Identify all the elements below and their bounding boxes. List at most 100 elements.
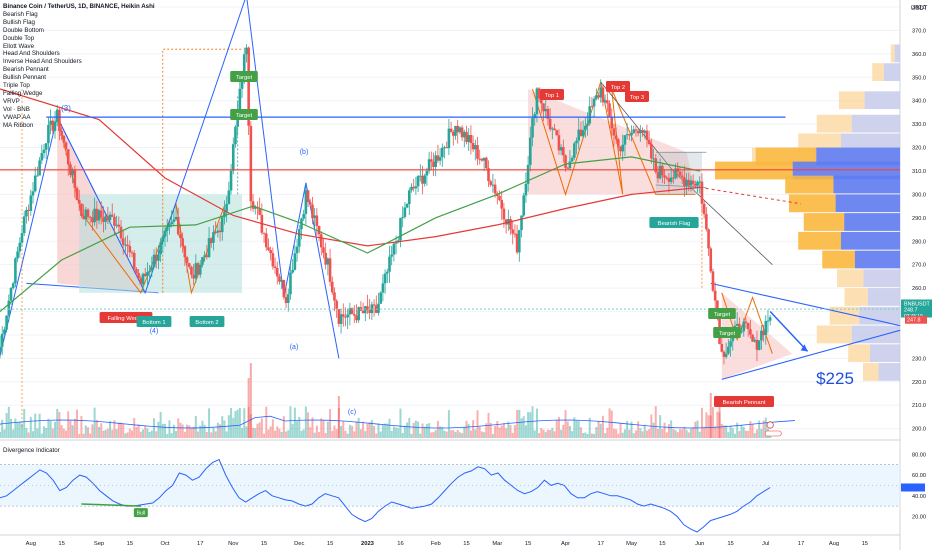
volume-bar	[238, 408, 241, 438]
candle-body	[198, 264, 202, 275]
bull-divergence-line	[81, 503, 141, 507]
volume-bar	[678, 429, 681, 438]
candle-body	[612, 128, 616, 136]
legend-item[interactable]: Falling Wedge	[3, 89, 43, 97]
volume-bar	[599, 423, 602, 438]
volume-bar	[38, 413, 41, 438]
volume-bar	[146, 428, 149, 438]
top-2-label: Top 2	[606, 81, 630, 92]
volume-bar	[111, 429, 114, 438]
volume-bar	[566, 421, 569, 438]
volume-bar	[626, 420, 629, 438]
legend-item[interactable]: VWAP AA	[3, 113, 31, 121]
volume-bar	[21, 423, 24, 438]
volume-bar	[25, 427, 28, 438]
legend-item[interactable]: Double Bottom	[3, 26, 44, 34]
candle-body	[746, 322, 750, 330]
volume-bar	[82, 433, 85, 438]
volume-bar	[322, 420, 325, 438]
volume-bar	[667, 424, 670, 438]
volume-bar	[344, 430, 347, 438]
legend-item[interactable]: Bullish Pennant	[3, 74, 46, 82]
candle-body	[762, 330, 765, 336]
candle-body	[183, 246, 187, 258]
candle-body	[214, 232, 217, 234]
target-label: Target	[230, 71, 258, 82]
volume-bar	[353, 431, 356, 438]
volume-bar	[403, 425, 406, 438]
ma-long-line	[0, 88, 700, 247]
candle-body	[641, 130, 644, 133]
candle-body	[636, 130, 640, 134]
indicator-legend[interactable]: Binance Coin / TetherUS, 1D, BINANCE, He…	[3, 3, 155, 130]
candle-body	[27, 209, 30, 211]
legend-item[interactable]: Vol · BNB	[3, 105, 30, 113]
candle-body	[47, 124, 50, 144]
legend-item[interactable]: Double Top	[3, 34, 35, 42]
candle-body	[352, 314, 356, 316]
time-tick-label: 17	[197, 541, 203, 547]
volume-bar	[1, 419, 4, 438]
candle-body	[570, 157, 574, 162]
candle-body	[540, 98, 543, 104]
candle-body	[121, 238, 125, 245]
volume-bar	[60, 425, 63, 438]
candle-body	[617, 139, 620, 147]
volume-spike	[709, 393, 712, 438]
candle-body	[324, 252, 327, 265]
vrvp-bar-buy	[878, 363, 900, 381]
volume-bar	[439, 426, 442, 438]
legend-item[interactable]: MA Ribbon	[3, 121, 34, 129]
candle-body	[99, 210, 103, 218]
volume-bar	[172, 424, 175, 438]
candle-body	[691, 180, 695, 185]
volume-bar	[5, 413, 8, 438]
volume-bar	[89, 433, 92, 438]
bearish-flag-label-text: Bearish Flag	[658, 221, 691, 227]
candle-body	[128, 245, 132, 253]
ma-mid-line	[0, 156, 700, 312]
volume-bar	[36, 428, 39, 438]
candle-body	[187, 263, 191, 267]
legend-item[interactable]: Triple Top	[3, 82, 30, 90]
volume-bar	[722, 425, 725, 438]
candle-body	[529, 137, 532, 165]
target-label-text: Target	[236, 75, 253, 81]
candle-body	[524, 183, 528, 196]
target-label: Target	[708, 308, 736, 319]
volume-bar	[564, 409, 567, 438]
top-3-label-bg	[625, 91, 649, 102]
candle-body	[421, 175, 424, 184]
volume-bar	[214, 431, 217, 438]
time-tick-label: Jul	[762, 541, 769, 547]
volume-bar	[410, 433, 413, 438]
volume-bar	[304, 406, 307, 438]
candle-body	[645, 130, 649, 141]
legend-item[interactable]: Bearish Flag	[3, 10, 38, 18]
volume-spike	[718, 403, 721, 438]
legend-item[interactable]: Ellott Wave	[3, 42, 35, 50]
candle-body	[553, 128, 556, 131]
candle-body	[418, 175, 422, 177]
vrvp-bar-sell	[863, 363, 879, 381]
volume-bar	[54, 421, 57, 438]
candle-body	[447, 128, 451, 149]
wave-a-label: (a)	[290, 344, 299, 351]
volume-bar	[507, 421, 510, 438]
legend-item[interactable]: Bullish Flag	[3, 18, 35, 26]
candle-body	[383, 273, 387, 284]
candle-body	[337, 309, 341, 324]
volume-bar	[683, 426, 686, 438]
candle-body	[262, 232, 266, 234]
legend-item[interactable]: Head And Shoulders	[3, 50, 60, 58]
legend-item[interactable]: Inverse Head And Shoulders	[3, 58, 82, 66]
volume-bar	[210, 432, 213, 438]
candle-body	[42, 149, 46, 154]
legend-item[interactable]: Bearish Pennant	[3, 66, 49, 74]
legend-item[interactable]: VRVP	[3, 97, 20, 105]
volume-bar	[428, 423, 431, 438]
last-price-text: 248.7	[904, 307, 918, 313]
candle-body	[82, 215, 85, 220]
chart-title[interactable]: Binance Coin / TetherUS, 1D, BINANCE, He…	[3, 3, 155, 10]
